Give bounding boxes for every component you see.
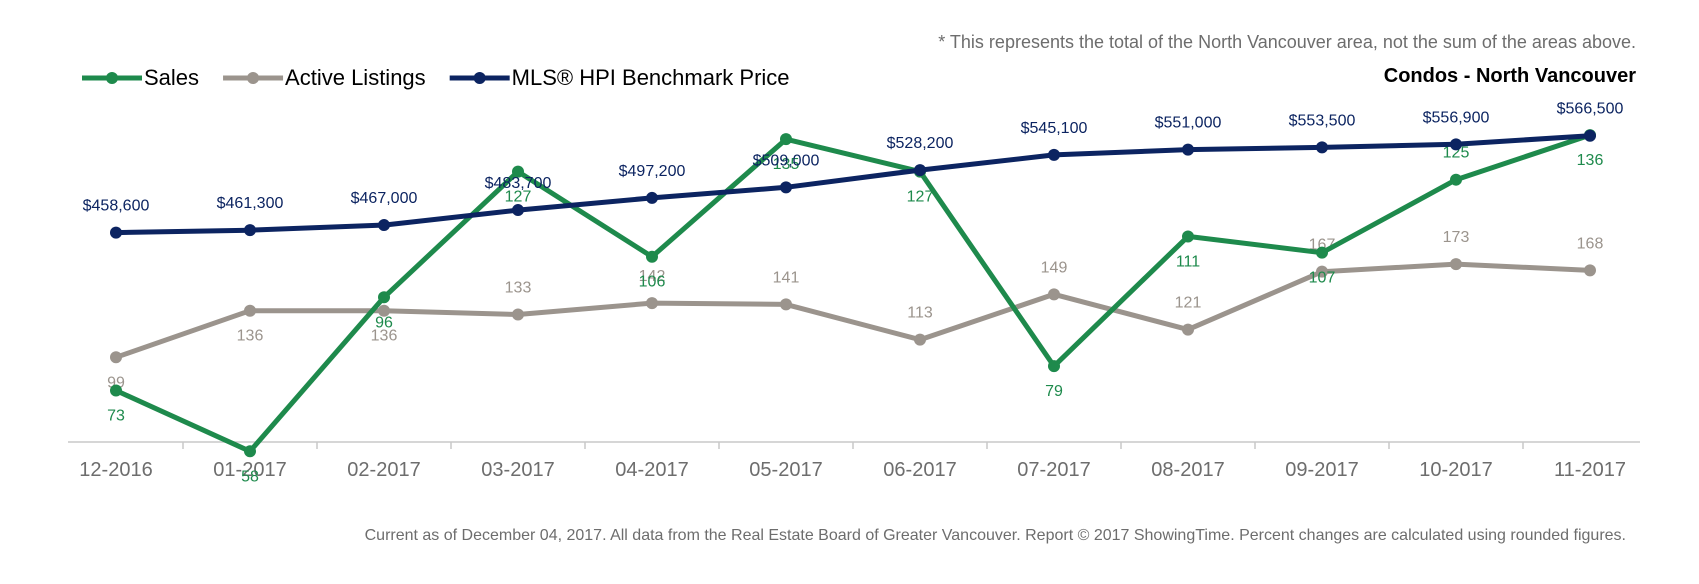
x-tick-label: 05-2017 — [749, 459, 822, 481]
data-label: $566,500 — [1557, 101, 1624, 118]
x-tick-label: 07-2017 — [1017, 459, 1090, 481]
x-tick-label: 08-2017 — [1151, 459, 1224, 481]
data-label: $551,000 — [1155, 115, 1222, 132]
legend-swatch-dot — [106, 72, 118, 84]
data-point — [1048, 360, 1060, 373]
data-point — [512, 308, 524, 321]
data-label: $556,900 — [1423, 109, 1490, 126]
data-point — [1316, 141, 1328, 154]
data-point — [378, 291, 390, 304]
data-point — [244, 224, 256, 237]
data-label: 141 — [773, 269, 800, 286]
data-point — [1182, 230, 1194, 243]
data-point — [780, 298, 792, 311]
data-point — [646, 250, 658, 263]
series-line — [114, 132, 1591, 454]
data-label: 136 — [237, 328, 264, 345]
x-tick-label: 04-2017 — [615, 459, 688, 481]
legend: Sales Active Listings MLS® HPI Benchmark P… — [82, 65, 790, 90]
data-label: 125 — [1443, 145, 1470, 162]
data-label: 136 — [1577, 152, 1604, 169]
legend-entry: MLS® HPI Benchmark Price — [512, 65, 790, 90]
data-label: 121 — [1175, 295, 1202, 312]
x-tick-label: 09-2017 — [1285, 459, 1358, 481]
data-point — [780, 133, 792, 146]
data-label: $497,200 — [619, 163, 686, 180]
data-label: 136 — [371, 328, 398, 345]
legend-swatch-dot — [247, 72, 260, 84]
data-label: 79 — [1045, 383, 1063, 400]
data-point — [110, 351, 122, 364]
data-point — [110, 226, 122, 239]
data-point — [1584, 129, 1596, 142]
data-point — [646, 191, 658, 204]
legend-swatch-dot — [473, 72, 486, 84]
data-label: $467,000 — [351, 190, 418, 207]
data-label: 96 — [375, 314, 393, 331]
data-label: 107 — [1309, 270, 1336, 287]
data-label: 173 — [1443, 229, 1470, 246]
data-point — [1450, 173, 1462, 186]
data-label: 113 — [907, 305, 933, 322]
series-line — [115, 133, 1591, 236]
data-label: 142 — [639, 268, 666, 285]
data-point — [914, 164, 926, 177]
data-point — [646, 297, 658, 310]
data-point — [244, 445, 256, 458]
chart-title: Condos - North Vancouver — [1384, 65, 1636, 87]
data-point — [378, 304, 390, 317]
legend-entry: Active Listings — [285, 65, 426, 90]
data-label: 168 — [1577, 235, 1604, 252]
x-tick-label: 01-2017 — [213, 459, 286, 481]
data-point — [1048, 148, 1060, 161]
data-point — [1182, 143, 1194, 156]
data-point — [110, 384, 122, 397]
data-label: 73 — [107, 408, 125, 425]
data-point — [914, 333, 926, 346]
x-tick-label: 03-2017 — [481, 459, 554, 481]
x-tick-label: 06-2017 — [883, 459, 956, 481]
data-point — [1316, 246, 1328, 259]
data-label: 133 — [505, 279, 532, 296]
legend-entry: Sales — [144, 65, 199, 90]
data-label: $528,200 — [887, 135, 954, 152]
x-ticks: 12-2016 01-2017 02-2017 03-2017 04-2017 05-20… — [79, 442, 1626, 481]
data-point — [780, 181, 792, 194]
data-label: 127 — [505, 189, 532, 206]
x-tick-label: 12-2016 — [79, 459, 152, 481]
data-point — [1450, 258, 1462, 271]
data-label: 58 — [241, 468, 259, 485]
data-label: $483,700 — [485, 175, 552, 192]
data-label: $461,300 — [217, 195, 284, 212]
series-line — [115, 261, 1591, 360]
series-2: $458,600 $461,300 $467,000 $483,700 $497,200… — [83, 101, 1624, 239]
data-point — [244, 304, 256, 317]
data-label: 149 — [1041, 259, 1068, 276]
x-tick-label: 10-2017 — [1419, 459, 1492, 481]
data-label: $553,500 — [1289, 112, 1356, 129]
data-label: 106 — [639, 274, 666, 291]
data-point — [1316, 265, 1328, 278]
x-tick-label: 11-2017 — [1554, 459, 1626, 481]
data-point — [1450, 138, 1462, 151]
data-label: $509,000 — [753, 152, 820, 169]
data-point — [1048, 288, 1060, 301]
data-point — [1584, 264, 1596, 277]
data-label: 135 — [773, 156, 800, 173]
chart-footer: Current as of December 04, 2017. All dat… — [365, 527, 1626, 544]
chart-note: * This represents the total of the North… — [938, 32, 1636, 52]
data-label: 111 — [1176, 253, 1200, 270]
data-point — [1182, 323, 1194, 336]
x-tick-label: 02-2017 — [347, 459, 420, 481]
data-label: $545,100 — [1021, 120, 1088, 137]
data-point — [378, 219, 390, 232]
data-point — [512, 165, 524, 178]
series-0: 73 58 96 127 106 135 127 79 111 107 125 136 — [107, 129, 1603, 485]
data-point — [512, 204, 524, 217]
data-label: 127 — [907, 189, 934, 206]
data-label: $458,600 — [83, 198, 150, 215]
